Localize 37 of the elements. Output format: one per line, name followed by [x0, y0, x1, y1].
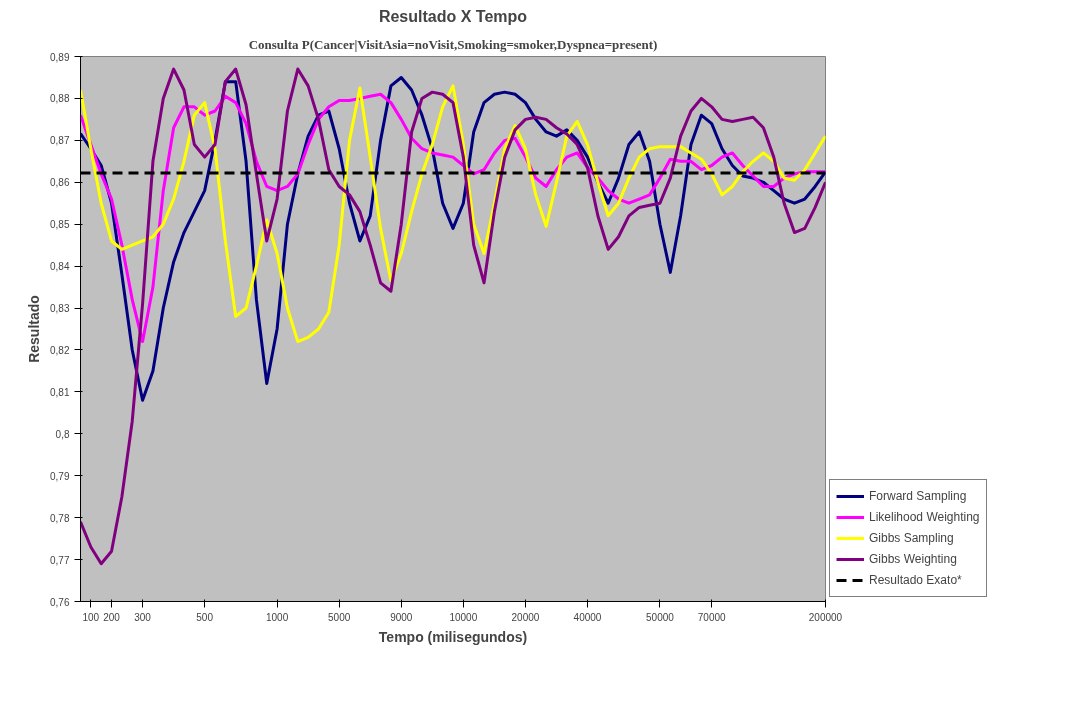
y-tick-label: 0,82	[50, 344, 70, 356]
x-tick-label: 5000	[328, 611, 351, 623]
y-tick-label: 0,89	[50, 51, 70, 63]
y-tick-label: 0,76	[50, 596, 70, 608]
y-tick-label: 0,79	[50, 470, 70, 482]
x-tick-label: 70000	[697, 611, 727, 623]
y-tick-label: 0,8	[55, 428, 70, 440]
y-tick-label: 0,81	[50, 386, 70, 398]
y-tick-label: 0,88	[50, 93, 70, 105]
y-tick-label: 0,87	[50, 135, 70, 147]
legend-label: Gibbs Weighting	[869, 552, 957, 566]
y-tick-label: 0,77	[50, 554, 70, 566]
legend-label: Forward Sampling	[869, 489, 967, 503]
legend-label: Gibbs Sampling	[869, 531, 954, 545]
line-series	[80, 67, 826, 566]
x-tick-label: 50000	[646, 611, 675, 623]
legend-label: Likelihood Weighting	[869, 510, 980, 524]
x-tick-label: 500	[196, 611, 214, 623]
y-tick-label: 0,84	[50, 261, 70, 273]
x-tick-label: 1000	[265, 611, 289, 623]
x-tick-label: 200	[103, 611, 121, 623]
chart-title: Resultado X Tempo	[378, 7, 528, 25]
chart-subtitle: Consulta P(Cancer|VisitAsia=noVisit,Smoking=smoker,Dyspnea=present)	[248, 36, 658, 52]
y-tick-label: 0,86	[50, 177, 70, 189]
y-axis-title: Resultado	[26, 295, 43, 363]
x-tick-label: 10000	[449, 611, 478, 623]
x-tick-label: 9000	[390, 611, 413, 623]
legend-label: Resultado Exato*	[869, 573, 962, 587]
y-tick-label: 0,83	[50, 303, 70, 315]
x-tick-label: 200000	[808, 611, 843, 623]
x-tick-label: 300	[134, 611, 152, 623]
x-tick-label: 20000	[511, 611, 540, 623]
y-tick-label: 0,78	[50, 512, 70, 524]
y-tick-label: 0,85	[50, 219, 70, 231]
x-axis-title: Tempo (milisegundos)	[378, 628, 528, 645]
x-tick-label: 100	[82, 611, 100, 623]
x-tick-label: 40000	[573, 611, 602, 623]
